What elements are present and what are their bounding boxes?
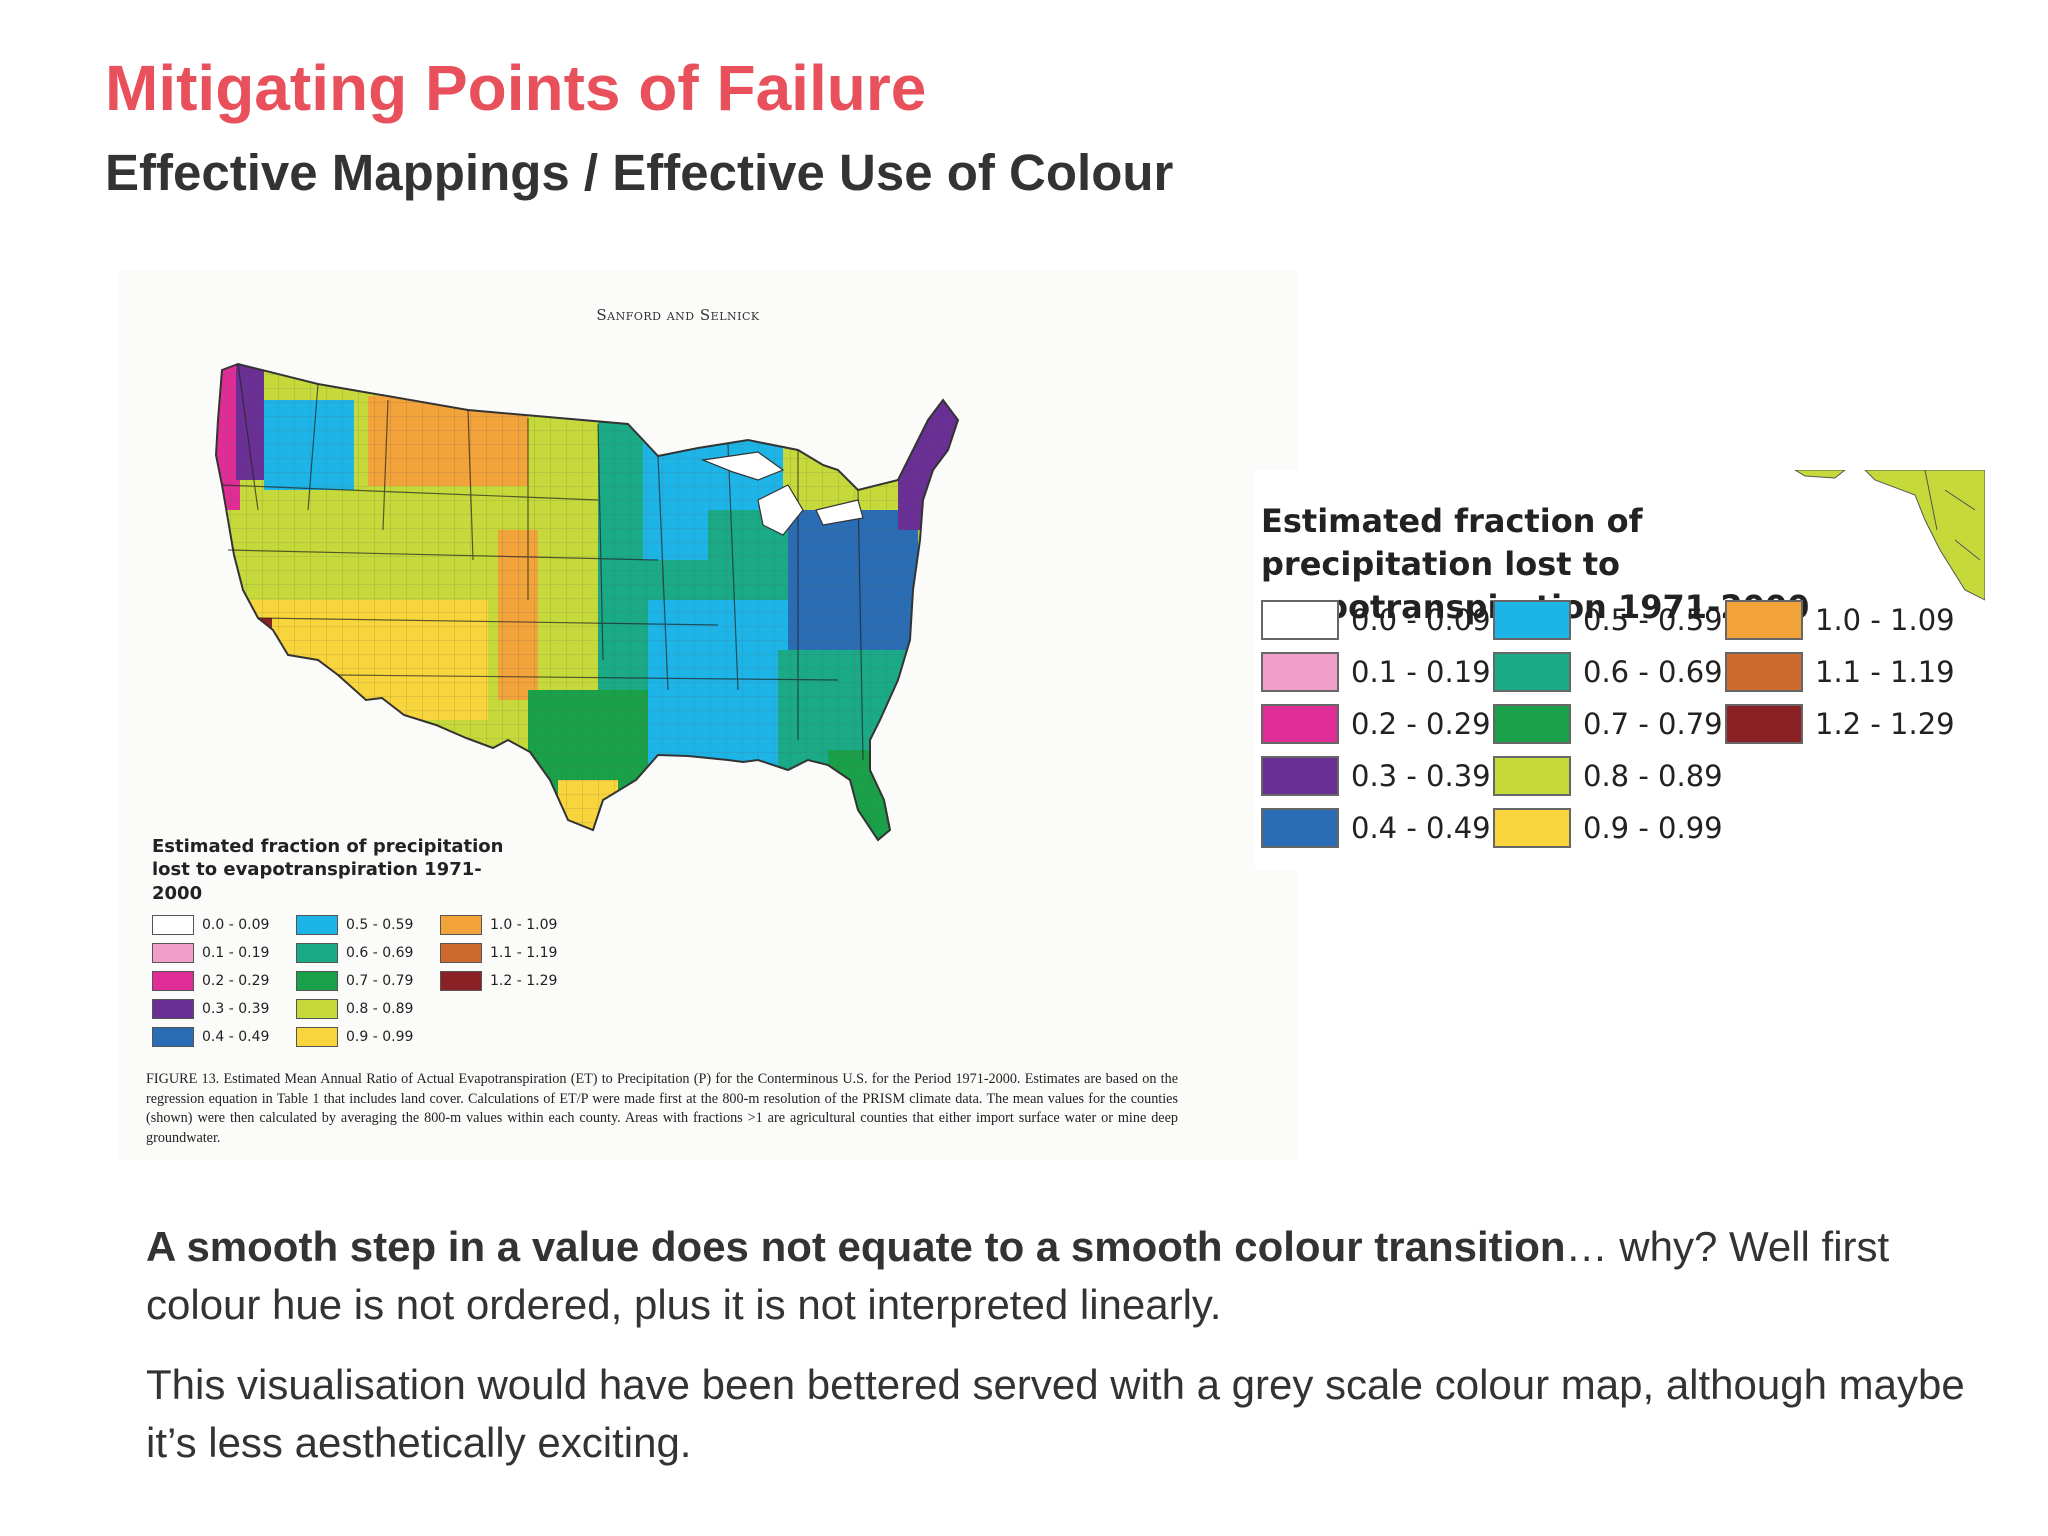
legend-swatch bbox=[1493, 600, 1571, 640]
body-paragraph-1: A smooth step in a value does not equate… bbox=[146, 1218, 1966, 1334]
legend-swatch bbox=[1261, 808, 1339, 848]
legend-label: 0.1 - 0.19 bbox=[1351, 655, 1491, 689]
legend-swatch bbox=[440, 943, 482, 964]
figure-scan: Sanford and Selnick bbox=[118, 270, 1298, 1160]
legend-label: 0.2 - 0.29 bbox=[202, 973, 270, 990]
legend-swatch bbox=[440, 915, 482, 936]
legend-swatch bbox=[1725, 704, 1803, 744]
legend-swatch bbox=[1493, 652, 1571, 692]
legend-label: 0.8 - 0.89 bbox=[1583, 759, 1723, 793]
legend-item: 0.8 - 0.89 bbox=[296, 999, 428, 1020]
legend-label: 0.3 - 0.39 bbox=[1351, 759, 1491, 793]
legend-swatch bbox=[152, 943, 194, 964]
legend-swatch bbox=[296, 971, 338, 992]
legend-item: 0.7 - 0.79 bbox=[1493, 704, 1723, 744]
legend-item: 1.2 - 1.29 bbox=[1725, 704, 1955, 744]
legend-label: 0.5 - 0.59 bbox=[1583, 603, 1723, 637]
legend-swatch bbox=[440, 971, 482, 992]
legend-item: 1.1 - 1.19 bbox=[1725, 652, 1955, 692]
legend-item: 0.3 - 0.39 bbox=[1261, 756, 1491, 796]
legend-swatch bbox=[1261, 652, 1339, 692]
key-point: A smooth step in a value does not equate… bbox=[146, 1223, 1566, 1270]
legend-label: 1.1 - 1.19 bbox=[1815, 655, 1955, 689]
legend-item: 0.9 - 0.99 bbox=[296, 1027, 428, 1048]
body-paragraph-2: This visualisation would have been bette… bbox=[146, 1361, 1965, 1466]
legend-item: 1.1 - 1.19 bbox=[440, 943, 572, 964]
legend-label: 1.2 - 1.29 bbox=[1815, 707, 1955, 741]
legend-item: 0.0 - 0.09 bbox=[1261, 600, 1491, 640]
key-point-continuation: … why? Well first colour hue is not orde… bbox=[146, 1223, 1890, 1328]
legend-label: 0.1 - 0.19 bbox=[202, 945, 270, 962]
legend-item: 0.9 - 0.99 bbox=[1493, 808, 1723, 848]
subtitle-topic: Effective Use of Colour bbox=[612, 144, 1174, 201]
running-head: Sanford and Selnick bbox=[596, 306, 760, 324]
legend-swatch bbox=[296, 999, 338, 1020]
map-corner-fragment bbox=[1794, 470, 1985, 601]
legend-label: 1.0 - 1.09 bbox=[490, 917, 558, 934]
slide-body: A smooth step in a value does not equate… bbox=[146, 1218, 1966, 1494]
legend-label: 0.0 - 0.09 bbox=[1351, 603, 1491, 637]
legend-item: 0.8 - 0.89 bbox=[1493, 756, 1723, 796]
legend-label: 0.8 - 0.89 bbox=[346, 1001, 414, 1018]
legend-item: 1.0 - 1.09 bbox=[1725, 600, 1955, 640]
us-county-map bbox=[215, 363, 959, 841]
legend-label: 0.7 - 0.79 bbox=[1583, 707, 1723, 741]
legend-item: 0.4 - 0.49 bbox=[152, 1027, 284, 1048]
legend-item: 0.0 - 0.09 bbox=[152, 915, 284, 936]
legend-swatch bbox=[296, 1027, 338, 1048]
legend-item: 0.6 - 0.69 bbox=[296, 943, 428, 964]
legend-item: 0.1 - 0.19 bbox=[1261, 652, 1491, 692]
enlarged-legend: Estimated fraction of precipitation lost… bbox=[1255, 470, 1985, 870]
legend-label: 0.4 - 0.49 bbox=[202, 1029, 270, 1046]
legend-item: 0.2 - 0.29 bbox=[1261, 704, 1491, 744]
legend-label: 0.7 - 0.79 bbox=[346, 973, 414, 990]
legend-item: 1.2 - 1.29 bbox=[440, 971, 572, 992]
subtitle-section: Effective Mappings / bbox=[105, 144, 613, 201]
legend-item: 1.0 - 1.09 bbox=[440, 915, 572, 936]
legend-swatch bbox=[1493, 808, 1571, 848]
legend-item: 0.6 - 0.69 bbox=[1493, 652, 1723, 692]
legend-label: 0.6 - 0.69 bbox=[1583, 655, 1723, 689]
map-legend: Estimated fraction of precipitation lost… bbox=[152, 835, 572, 1048]
legend-label: 0.4 - 0.49 bbox=[1351, 811, 1491, 845]
legend-swatch bbox=[1261, 600, 1339, 640]
great-lakes-water bbox=[700, 451, 864, 536]
legend-swatch bbox=[1725, 600, 1803, 640]
legend-label: 0.0 - 0.09 bbox=[202, 917, 270, 934]
state-borders bbox=[221, 363, 864, 761]
legend-swatch bbox=[296, 915, 338, 936]
figure-caption: FIGURE 13. Estimated Mean Annual Ratio o… bbox=[146, 1071, 1178, 1146]
legend-swatch bbox=[152, 999, 194, 1020]
legend-swatch bbox=[1261, 704, 1339, 744]
legend-label: 1.0 - 1.09 bbox=[1815, 603, 1955, 637]
legend-label: 1.2 - 1.29 bbox=[490, 973, 558, 990]
legend-swatch bbox=[1261, 756, 1339, 796]
legend-swatch bbox=[152, 1027, 194, 1048]
legend-item: 0.3 - 0.39 bbox=[152, 999, 284, 1020]
legend-label: 0.5 - 0.59 bbox=[346, 917, 414, 934]
legend-grid: 0.0 - 0.09 0.1 - 0.19 0.2 - 0.29 0.3 - 0.39… bbox=[152, 915, 572, 1048]
legend-label: 1.1 - 1.19 bbox=[490, 945, 558, 962]
legend-title: Estimated fraction of precipitation lost… bbox=[152, 836, 504, 904]
legend-swatch bbox=[296, 943, 338, 964]
legend-swatch bbox=[152, 971, 194, 992]
legend-label: 0.9 - 0.99 bbox=[346, 1029, 414, 1046]
legend-label: 0.9 - 0.99 bbox=[1583, 811, 1723, 845]
legend-item: 0.5 - 0.59 bbox=[1493, 600, 1723, 640]
slide-title: Mitigating Points of Failure bbox=[105, 52, 927, 124]
legend-item: 0.2 - 0.29 bbox=[152, 971, 284, 992]
legend-label: 0.2 - 0.29 bbox=[1351, 707, 1491, 741]
legend-grid-enlarged: 0.0 - 0.09 0.1 - 0.19 0.2 - 0.29 0.3 - 0.39… bbox=[1261, 600, 1955, 848]
slide-subtitle: Effective Mappings / Effective Use of Co… bbox=[105, 142, 1173, 203]
legend-label: 0.6 - 0.69 bbox=[346, 945, 414, 962]
legend-item: 0.7 - 0.79 bbox=[296, 971, 428, 992]
legend-item: 0.4 - 0.49 bbox=[1261, 808, 1491, 848]
legend-swatch bbox=[1725, 652, 1803, 692]
legend-swatch bbox=[152, 915, 194, 936]
legend-item: 0.1 - 0.19 bbox=[152, 943, 284, 964]
legend-swatch bbox=[1493, 756, 1571, 796]
legend-swatch bbox=[1493, 704, 1571, 744]
legend-label: 0.3 - 0.39 bbox=[202, 1001, 270, 1018]
legend-item: 0.5 - 0.59 bbox=[296, 915, 428, 936]
